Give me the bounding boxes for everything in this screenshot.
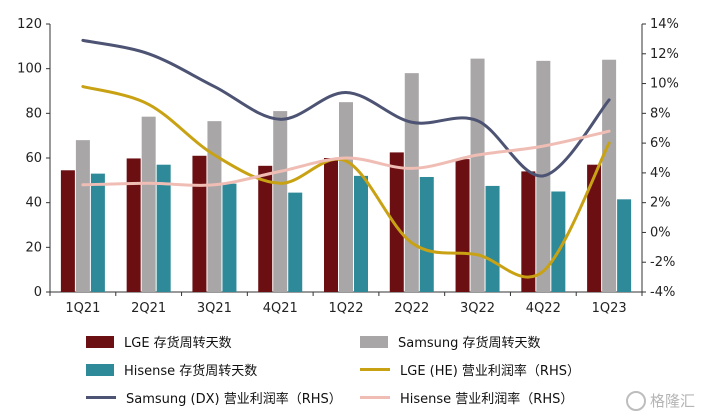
bar	[551, 191, 566, 292]
legend-swatch	[86, 335, 114, 348]
x-tick-label: 4Q21	[263, 301, 298, 316]
y-right-tick-label: 0%	[650, 225, 671, 240]
x-tick-label: 3Q22	[460, 301, 495, 316]
legend-swatch	[360, 368, 390, 371]
bar	[587, 164, 602, 292]
series-line	[81, 38, 611, 178]
bar	[455, 159, 470, 292]
legend-label: LGE 存货周转天数	[124, 336, 232, 351]
x-tick-label: 4Q22	[526, 301, 561, 316]
chart: 0 20 40 60 80 100 120 -4% -2% 0% 2% 4% 6% 8% 10% 12% 14%…	[17, 17, 679, 316]
legend-item-lge-margin: LGE (HE) 营业利润率（RHS）	[360, 360, 580, 379]
watermark-logo-icon	[625, 390, 646, 411]
bar	[222, 183, 237, 292]
legend-item-samsung-inventory: Samsung 存货周转天数	[360, 332, 541, 351]
x-tick-label: 2Q21	[131, 301, 166, 316]
y-left-tick-label: 20	[25, 240, 42, 255]
bar	[141, 116, 156, 292]
x-tick-label: 1Q23	[592, 301, 627, 316]
lines	[81, 38, 611, 279]
y-right-tick-label: 8%	[650, 106, 671, 121]
y-left-tick-label: 60	[25, 151, 42, 166]
legend-label: Samsung 存货周转天数	[398, 336, 541, 351]
bars	[60, 58, 632, 293]
legend-item-lge-inventory: LGE 存货周转天数	[86, 332, 232, 351]
series-line	[81, 85, 611, 279]
y-left-tick-label: 40	[25, 196, 42, 211]
x-tick-label: 1Q21	[65, 301, 100, 316]
y-left-tick-label: 0	[34, 285, 42, 300]
legend-label: Samsung (DX) 营业利润率（RHS）	[126, 392, 342, 407]
bar	[126, 158, 141, 292]
y-left-tick-label: 80	[25, 106, 42, 121]
legend: LGE 存货周转天数 Samsung 存货周转天数 Hisense 存货周转天数…	[0, 324, 703, 417]
bar	[404, 73, 419, 292]
legend-item-hisense-margin: Hisense 营业利润率（RHS）	[360, 388, 573, 407]
bar	[273, 111, 288, 292]
legend-item-hisense-inventory: Hisense 存货周转天数	[86, 360, 257, 379]
legend-swatch	[360, 396, 390, 399]
bar	[389, 152, 404, 292]
bar	[339, 102, 353, 293]
bar	[354, 175, 368, 292]
legend-swatch	[86, 396, 116, 399]
y-left-tick-label: 100	[17, 62, 42, 77]
bar	[521, 171, 536, 292]
bar	[60, 170, 75, 292]
x-tick-label: 2Q22	[394, 301, 429, 316]
bar	[485, 185, 500, 292]
bar	[419, 176, 434, 292]
bar	[192, 155, 207, 292]
legend-swatch	[360, 335, 388, 348]
legend-label: Hisense 存货周转天数	[124, 364, 258, 379]
bar	[75, 140, 90, 292]
x-tick-label: 3Q21	[197, 301, 232, 316]
y-right-tick-label: 12%	[650, 47, 679, 62]
legend-label: LGE (HE) 营业利润率（RHS）	[400, 364, 580, 379]
y-right-tick-label: 6%	[650, 136, 671, 151]
bar	[470, 58, 485, 292]
legend-item-samsung-margin: Samsung (DX) 营业利润率（RHS）	[86, 388, 342, 407]
y-right-tick-label: 2%	[650, 196, 671, 211]
bar	[156, 164, 171, 292]
y-right-tick-label: -4%	[650, 285, 675, 300]
bar	[288, 192, 303, 292]
y-right-tick-label: 4%	[650, 166, 671, 181]
bar	[324, 158, 338, 292]
y-right-tick-label: -2%	[650, 255, 675, 270]
bar	[207, 121, 222, 293]
legend-swatch	[86, 363, 114, 376]
tick-labels: 0 20 40 60 80 100 120 -4% -2% 0% 2% 4% 6% 8% 10% 12% 14%…	[17, 17, 679, 316]
series-line	[81, 129, 611, 187]
bar	[258, 165, 273, 292]
y-right-tick-label: 14%	[650, 17, 679, 32]
y-right-tick-label: 10%	[650, 77, 679, 92]
watermark: 格隆汇	[625, 390, 695, 411]
bar	[602, 59, 617, 292]
y-left-tick-label: 120	[17, 17, 42, 32]
bar	[90, 173, 105, 292]
x-tick-label: 1Q22	[328, 301, 363, 316]
watermark-text: 格隆汇	[649, 392, 695, 410]
bar	[617, 199, 632, 292]
legend-label: Hisense 营业利润率（RHS）	[400, 392, 574, 407]
